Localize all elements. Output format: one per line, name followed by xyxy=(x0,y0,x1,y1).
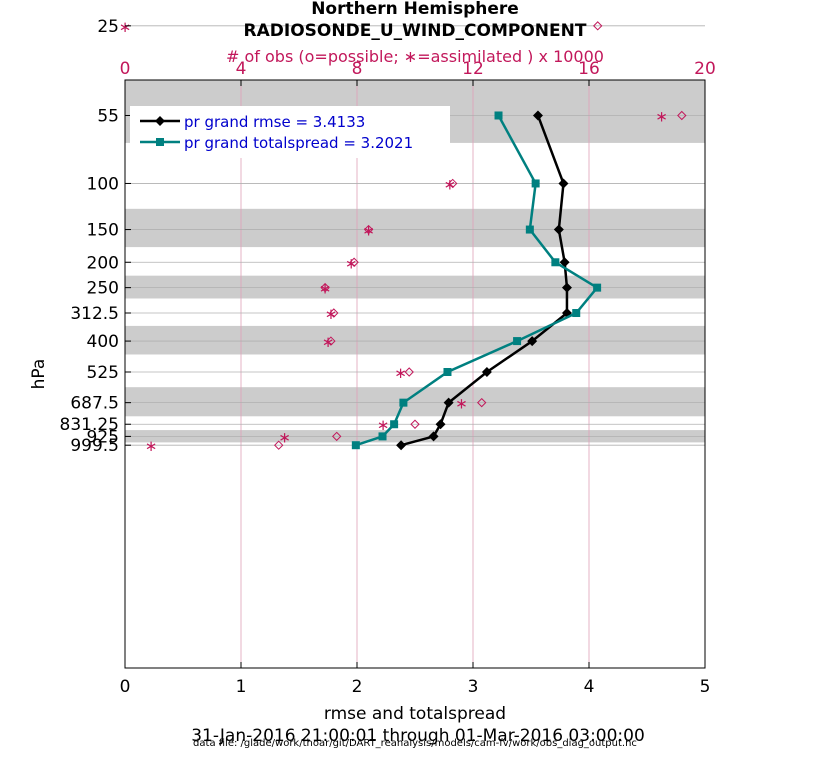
obs-possible-marker xyxy=(476,397,487,408)
obs-possible-marker xyxy=(592,21,603,31)
obs-possible-marker xyxy=(349,257,359,267)
series-lines xyxy=(351,110,602,451)
left-tick-label: 25 xyxy=(97,17,119,37)
obs-possible-marker xyxy=(404,367,414,377)
obs-possible-marker xyxy=(677,110,687,121)
left-tick-label: 55 xyxy=(97,106,119,126)
spread-point xyxy=(572,309,581,318)
left-tick-label: 925 xyxy=(87,427,119,447)
top-tick-label: 4 xyxy=(236,59,247,79)
top-tick-label: 16 xyxy=(578,59,600,79)
spread-point xyxy=(513,337,522,346)
left-tick-label: 525 xyxy=(87,363,119,383)
obs-possible-marker xyxy=(331,431,342,442)
obs-possible-marker xyxy=(447,178,458,189)
bottom-tick-label: 1 xyxy=(236,677,247,697)
bottom-tick-label: 2 xyxy=(352,677,363,697)
rmse-point xyxy=(396,440,407,451)
obs-assimilated-marker: ∗ xyxy=(322,333,335,351)
spread-point xyxy=(531,179,540,188)
left-tick-label: 999.5 xyxy=(70,436,119,456)
rmse-point xyxy=(553,224,564,235)
legend: pr grand rmse = 3.4133 pr grand totalspr… xyxy=(130,106,450,158)
obs-assimilated-marker: ∗ xyxy=(145,437,158,455)
rmse-point xyxy=(561,282,572,293)
bottom-tick-label: 4 xyxy=(584,677,595,697)
spread-point xyxy=(593,283,602,292)
obs-assimilated-marker: ∗ xyxy=(377,416,390,434)
rmse-point xyxy=(435,419,446,430)
left-tick-label: 687.5 xyxy=(70,394,119,414)
obs-assimilated-marker: ∗ xyxy=(345,254,358,272)
chart-title-line2: RADIOSONDE_U_WIND_COMPONENT xyxy=(244,21,587,41)
obs-assimilated-marker: ∗ xyxy=(319,280,332,298)
top-tick-label: 20 xyxy=(694,59,716,79)
axes xyxy=(124,79,706,669)
obs-possible-marker xyxy=(410,419,420,429)
plot-frame xyxy=(124,79,706,669)
left-tick-label: 200 xyxy=(87,253,119,273)
shaded-band-3 xyxy=(125,275,705,299)
obs-count-markers: ∗∗∗∗∗∗∗∗∗∗∗∗∗∗ xyxy=(119,18,687,455)
obs-assimilated-marker: ∗ xyxy=(278,428,291,446)
obs-assimilated-marker: ∗ xyxy=(455,395,468,413)
rmse-point xyxy=(428,431,439,442)
footer-data-file: data file: /glade/work/thoar/git/DART_re… xyxy=(193,738,637,749)
spread-point xyxy=(399,398,408,407)
legend-spread-marker xyxy=(156,138,164,146)
top-tick-label: 12 xyxy=(462,59,484,79)
rmse-point xyxy=(558,178,569,189)
obs-possible-marker xyxy=(273,440,284,450)
obs-assimilated-marker: ∗ xyxy=(655,107,668,125)
spread-point xyxy=(390,420,399,429)
left-tick-label: 100 xyxy=(87,174,119,194)
rmse-point xyxy=(532,110,543,121)
obs-assimilated-marker: ∗ xyxy=(119,18,132,36)
spread-point xyxy=(494,111,503,120)
shaded-band-2 xyxy=(125,208,705,248)
left-tick-label: 150 xyxy=(87,221,119,241)
obs-possible-marker xyxy=(320,282,330,293)
spread-point xyxy=(525,225,534,234)
left-tick-label: 831.25 xyxy=(60,415,119,435)
shaded-band-5 xyxy=(125,387,705,417)
left-tick-label: 400 xyxy=(87,332,119,352)
x-axis-label: rmse and totalspread xyxy=(324,704,506,724)
spread-point xyxy=(378,432,387,441)
legend-rmse-label: pr grand rmse = 3.4133 xyxy=(184,113,365,131)
obs-assimilated-marker: ∗ xyxy=(362,222,375,240)
left-tick-label: 250 xyxy=(87,279,119,299)
rmse-point xyxy=(527,336,538,347)
spread-point xyxy=(551,258,560,267)
y-axis-label: hPa xyxy=(29,359,49,390)
obs-possible-marker xyxy=(363,224,374,235)
top-axis-label: # of obs (o=possible; ∗=assimilated ) x … xyxy=(226,47,604,66)
grid-lines xyxy=(125,25,705,668)
tick-labels: 0123450481216208.52555100150200250312.54… xyxy=(60,17,716,697)
obs-possible-marker xyxy=(329,308,339,318)
obs-assimilated-marker: ∗ xyxy=(394,364,407,382)
obs-possible-marker xyxy=(326,336,336,346)
spread-point xyxy=(443,367,452,376)
top-tick-label: 8 xyxy=(352,59,363,79)
bottom-tick-label: 3 xyxy=(468,677,479,697)
obs-assimilated-marker: ∗ xyxy=(325,305,338,323)
left-tick-label: 312.5 xyxy=(70,304,119,324)
legend-rmse-marker xyxy=(155,116,165,126)
bottom-tick-label: 5 xyxy=(700,677,711,697)
date-range-label: 31-Jan-2016 21:00:01 through 01-Mar-2016… xyxy=(191,726,645,746)
legend-spread-label: pr grand totalspread = 3.2021 xyxy=(184,134,413,152)
spread-point xyxy=(351,441,360,450)
bottom-tick-label: 0 xyxy=(120,677,131,697)
rmse-point xyxy=(443,397,454,408)
obs-assimilated-marker: ∗ xyxy=(444,175,457,193)
rmse-point xyxy=(481,366,492,377)
shaded-band-4 xyxy=(125,325,705,355)
chart-title-line1: Northern Hemisphere xyxy=(311,0,519,19)
legend-box xyxy=(130,106,450,158)
rmse-point xyxy=(559,257,570,268)
top-tick-label: 0 xyxy=(120,59,131,79)
